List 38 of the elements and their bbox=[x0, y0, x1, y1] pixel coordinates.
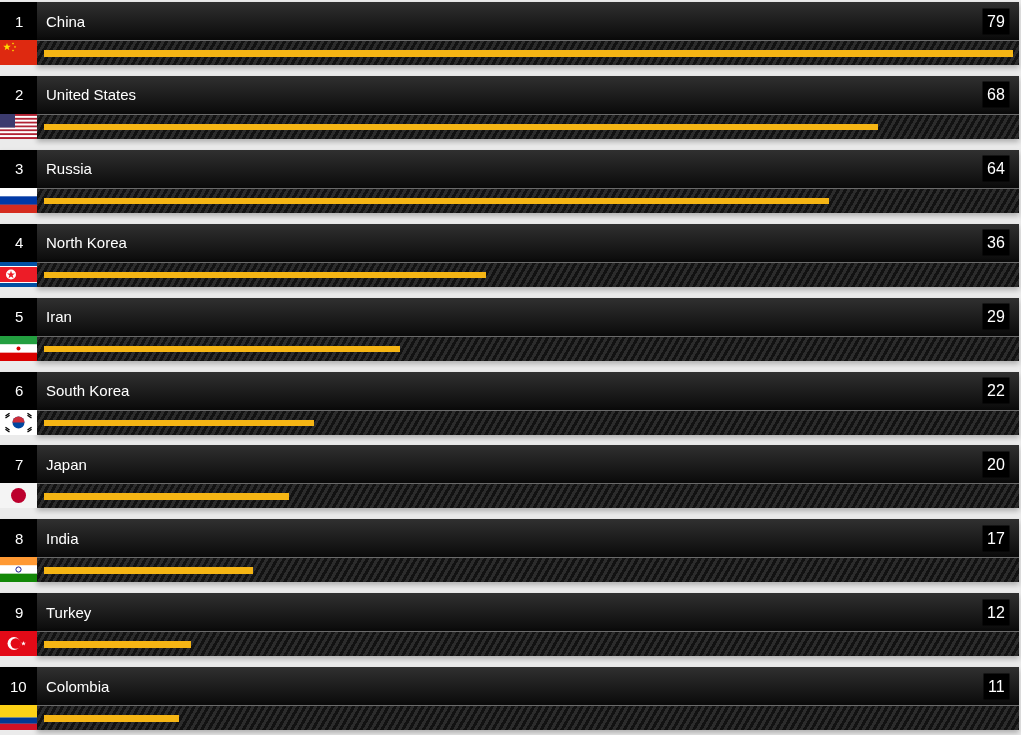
data-label: 11 bbox=[988, 678, 1005, 695]
data-label: 22 bbox=[987, 382, 1005, 399]
data-label: 64 bbox=[987, 160, 1005, 177]
text: 10 bbox=[10, 678, 27, 695]
text: 4 bbox=[15, 234, 24, 251]
y-tick-label: Turkey bbox=[46, 604, 92, 621]
bar bbox=[44, 493, 290, 500]
data-label: 36 bbox=[987, 234, 1005, 251]
data-label: 29 bbox=[987, 308, 1005, 325]
bar bbox=[44, 641, 192, 648]
data-label: 17 bbox=[987, 530, 1005, 547]
bar bbox=[44, 50, 1013, 57]
text: 2 bbox=[15, 86, 24, 103]
text: 7 bbox=[15, 456, 24, 473]
text: 3 bbox=[15, 160, 24, 177]
text: 9 bbox=[15, 604, 24, 621]
y-tick-label: Japan bbox=[46, 456, 87, 473]
text: 6 bbox=[15, 382, 24, 399]
text: 5 bbox=[15, 308, 24, 325]
data-label: 20 bbox=[987, 456, 1005, 473]
y-tick-label: United States bbox=[46, 86, 137, 103]
data-label: 12 bbox=[987, 604, 1005, 621]
bar bbox=[44, 345, 400, 353]
text: 8 bbox=[15, 530, 24, 547]
y-tick-label: Colombia bbox=[46, 678, 111, 695]
y-tick-label: China bbox=[46, 13, 86, 30]
text: 1 bbox=[15, 13, 24, 30]
bar bbox=[44, 567, 253, 574]
y-tick-label: South Korea bbox=[46, 382, 131, 399]
y-tick-label: India bbox=[46, 530, 80, 547]
y-tick-label: Iran bbox=[46, 308, 72, 325]
data-label: 79 bbox=[987, 13, 1005, 30]
bar bbox=[44, 419, 314, 427]
bar bbox=[44, 271, 486, 279]
data-label: 68 bbox=[987, 86, 1005, 103]
bar bbox=[44, 715, 179, 722]
y-tick-label: Russia bbox=[46, 160, 93, 177]
y-tick-label: North Korea bbox=[46, 234, 128, 251]
